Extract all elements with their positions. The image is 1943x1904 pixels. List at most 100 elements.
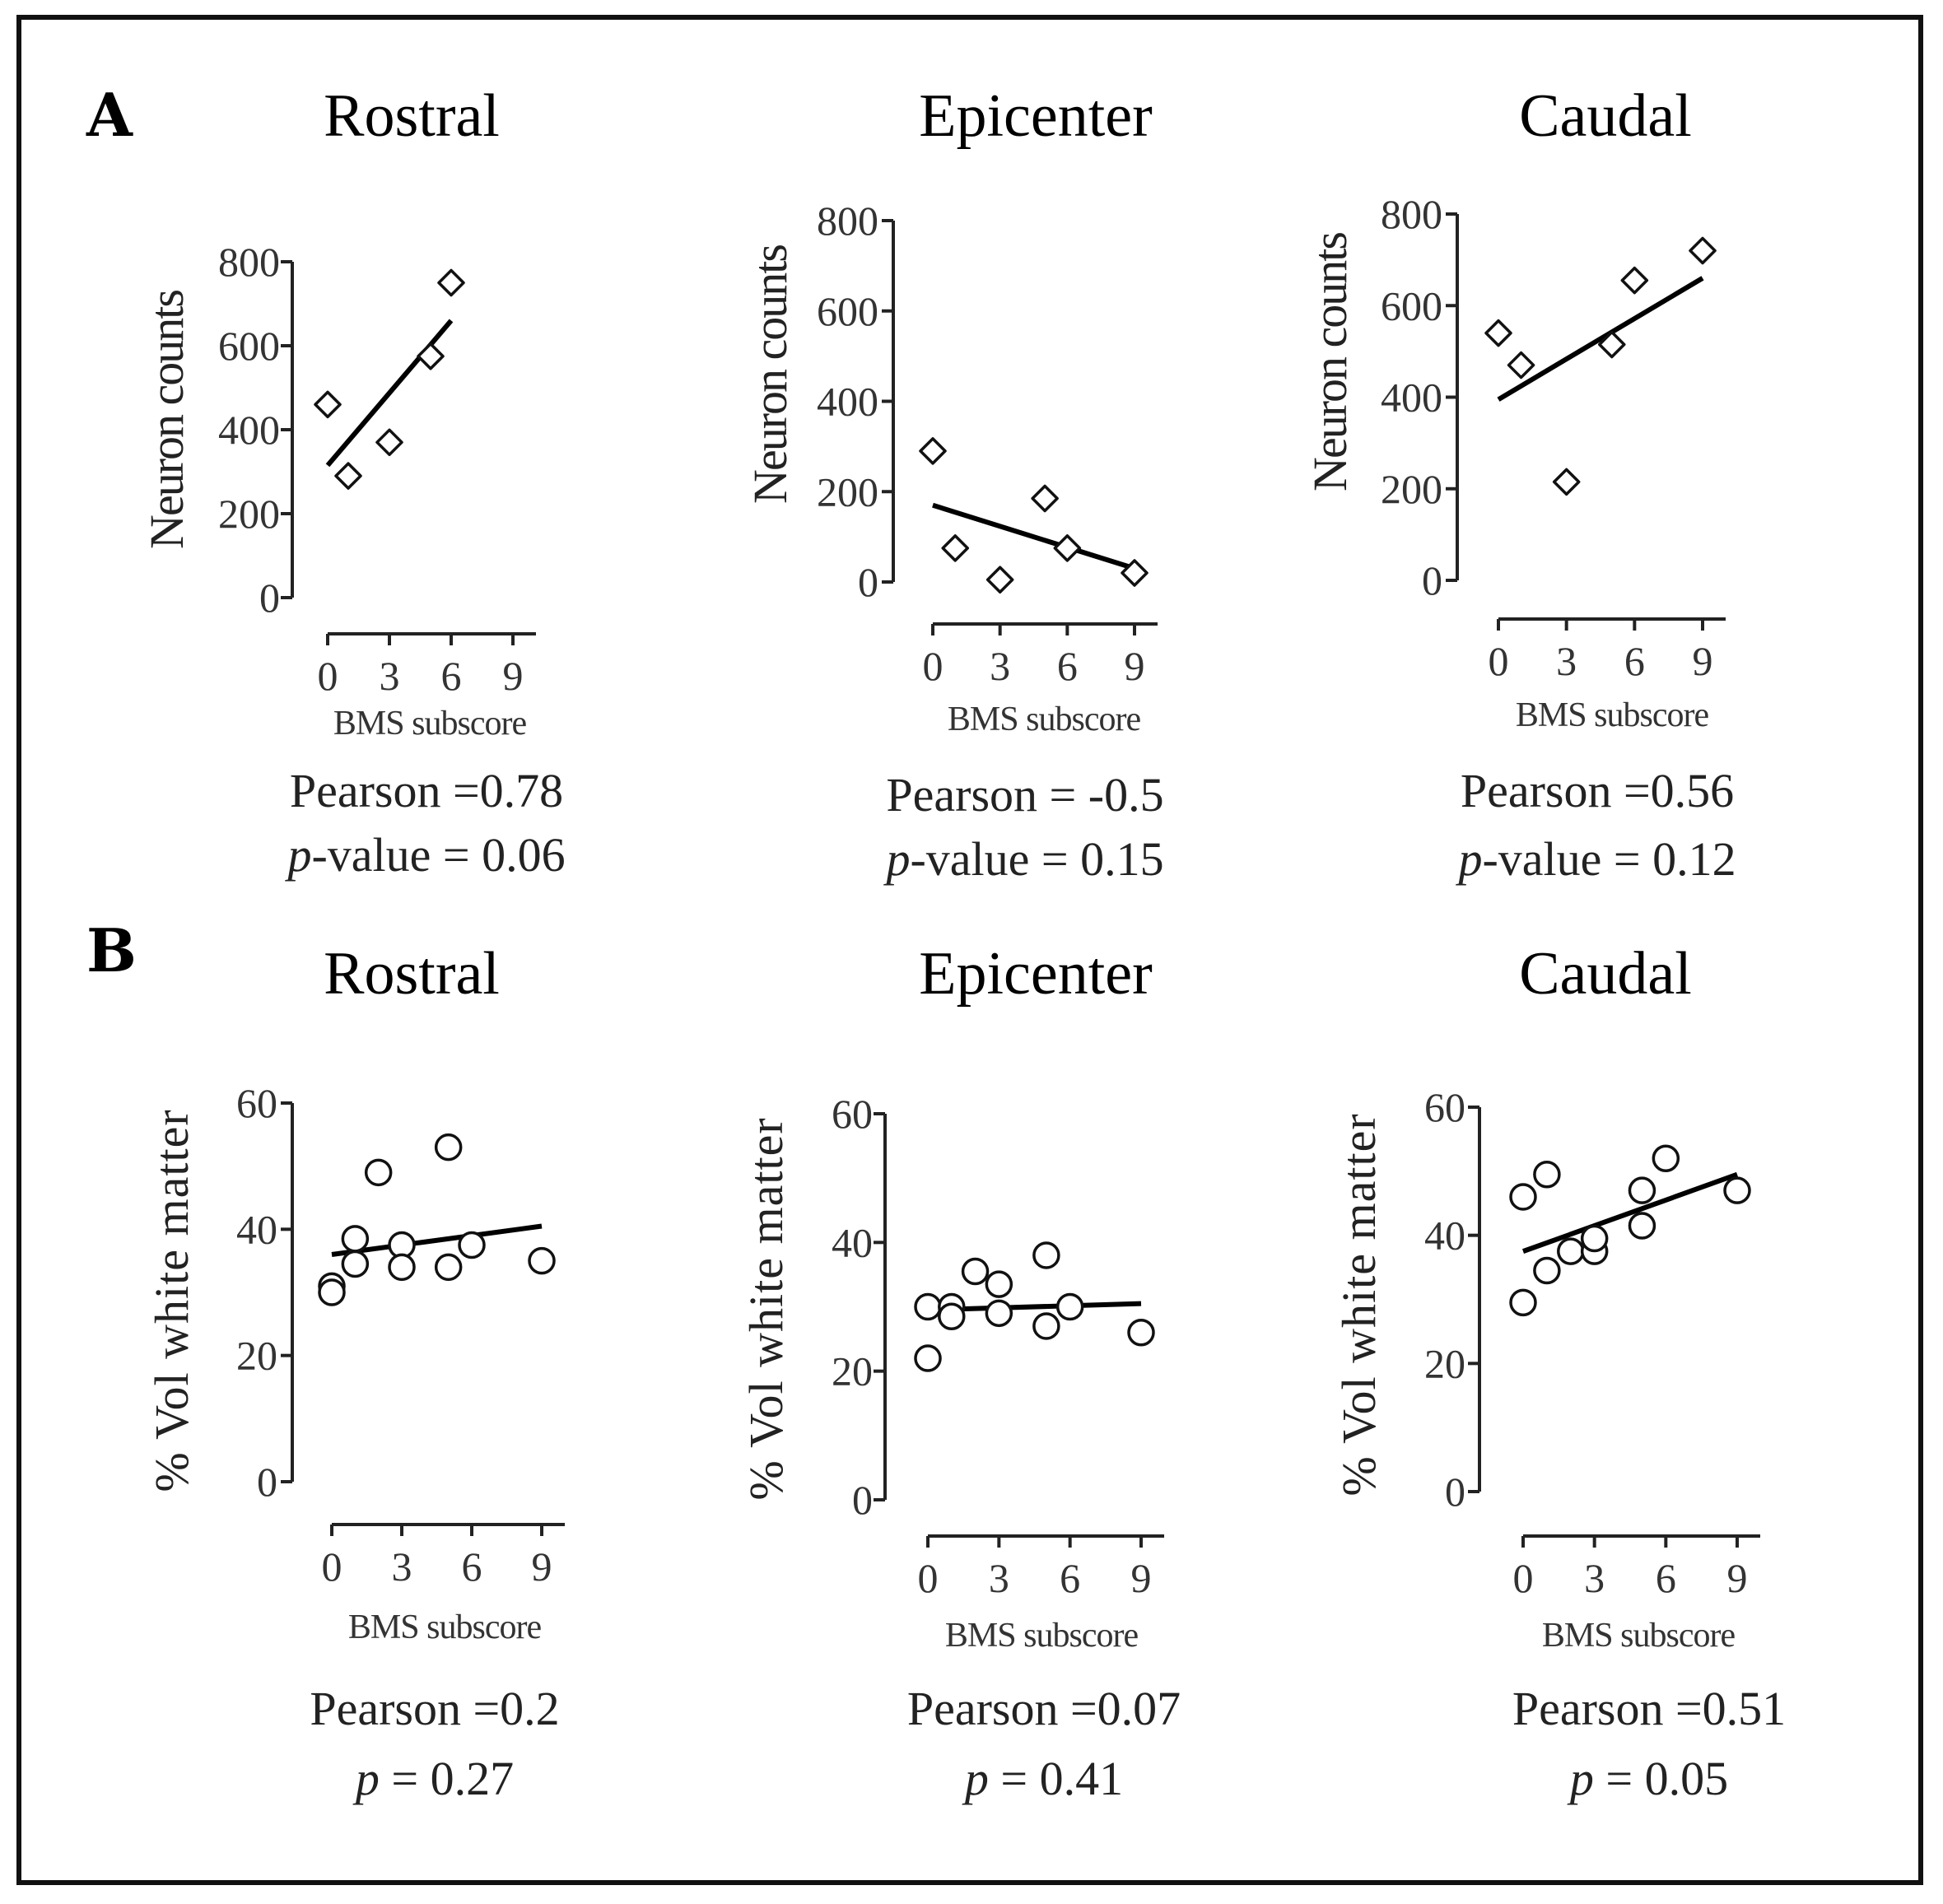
- y-tick-label: 400: [218, 407, 280, 453]
- x-tick-label: 0: [923, 643, 944, 689]
- x-axis-label: BMS subscore: [348, 1608, 542, 1646]
- pearson-stat: Pearson =0.51: [1512, 1682, 1786, 1735]
- data-point: [1552, 468, 1581, 496]
- pearson-stat: Pearson =0.2: [310, 1682, 559, 1735]
- data-point: [1055, 1292, 1084, 1321]
- p-value-stat: p = 0.27: [352, 1752, 514, 1805]
- data-point: [1652, 1144, 1680, 1173]
- y-tick-label: 800: [1381, 191, 1442, 237]
- p-symbol: p: [1455, 832, 1482, 886]
- p-value-stat: p = 0.41: [962, 1752, 1123, 1805]
- y-tick-label: 400: [1381, 375, 1442, 421]
- x-tick-label: 9: [1125, 643, 1145, 689]
- data-point: [1127, 1319, 1155, 1347]
- chart-title: Caudal: [1519, 940, 1692, 1008]
- data-point: [1723, 1176, 1751, 1204]
- y-tick-label: 60: [832, 1091, 873, 1137]
- data-point: [1689, 236, 1717, 265]
- y-tick-label: 600: [817, 288, 878, 334]
- data-point: [364, 1158, 393, 1187]
- chart-title: Rostral: [324, 940, 500, 1008]
- data-point: [1032, 1241, 1060, 1269]
- data-point: [341, 1250, 370, 1278]
- data-point: [985, 1299, 1013, 1328]
- y-tick-label: 200: [817, 468, 878, 514]
- x-tick-label: 0: [318, 653, 338, 699]
- regression-line: [1497, 276, 1704, 402]
- y-tick-label: 600: [1381, 282, 1442, 328]
- regression-line: [1521, 1171, 1739, 1254]
- x-tick-label: 9: [503, 653, 524, 699]
- y-tick-label: 60: [1424, 1084, 1465, 1130]
- x-axis-label: BMS subscore: [333, 705, 527, 743]
- p-value-text: = 0.41: [989, 1752, 1123, 1805]
- data-point: [1053, 534, 1082, 562]
- y-axis-label: % Vol white matter: [145, 1109, 198, 1492]
- data-point: [985, 566, 1014, 594]
- p-symbol: p: [284, 828, 311, 882]
- x-tick-label: 6: [1060, 1555, 1080, 1601]
- data-point: [314, 390, 342, 419]
- data-point: [341, 1225, 370, 1253]
- y-tick-label: 20: [832, 1348, 873, 1394]
- x-tick-label: 0: [1513, 1555, 1534, 1601]
- x-tick-label: 9: [1727, 1555, 1748, 1601]
- data-point: [437, 268, 465, 297]
- x-tick-label: 9: [1693, 638, 1713, 684]
- y-tick-label: 200: [1381, 466, 1442, 512]
- regression-line: [331, 1223, 543, 1257]
- x-tick-label: 3: [1584, 1555, 1605, 1601]
- y-tick-label: 600: [218, 323, 280, 369]
- x-tick-label: 3: [1556, 638, 1577, 684]
- scatter-chart-4: Rostral 0 20 40 60 0 3 6 9 BMS subscore % Vol whit…: [145, 940, 565, 1805]
- x-tick-label: 3: [392, 1543, 412, 1590]
- y-axis-label: Neuron counts: [743, 245, 797, 504]
- figure-frame: [16, 15, 1923, 1885]
- x-tick-label: 6: [1624, 638, 1645, 684]
- x-tick-label: 0: [322, 1543, 342, 1590]
- data-point: [1557, 1237, 1585, 1265]
- y-axis-label: Neuron counts: [1303, 233, 1357, 491]
- panel-label-a: A: [86, 80, 133, 150]
- data-point: [375, 428, 403, 457]
- data-point: [434, 1133, 463, 1161]
- data-point: [388, 1253, 416, 1282]
- data-point: [334, 462, 362, 490]
- y-tick-label: 0: [858, 559, 878, 605]
- p-symbol: p: [962, 1752, 989, 1805]
- data-point: [1628, 1176, 1656, 1204]
- x-tick-label: 0: [1489, 638, 1509, 684]
- y-tick-label: 20: [236, 1333, 277, 1379]
- data-point: [528, 1246, 556, 1275]
- data-point: [318, 1278, 346, 1306]
- data-point: [1580, 1224, 1609, 1253]
- x-tick-label: 6: [1057, 643, 1078, 689]
- data-point: [938, 1302, 966, 1330]
- data-point: [1620, 266, 1649, 295]
- data-point: [1507, 351, 1535, 379]
- y-tick-label: 0: [259, 575, 280, 621]
- p-value-text: -value = 0.06: [311, 828, 565, 882]
- y-tick-label: 0: [852, 1477, 873, 1523]
- data-point: [961, 1257, 990, 1286]
- p-value-stat: p-value = 0.12: [1455, 832, 1736, 886]
- y-tick-label: 0: [257, 1459, 277, 1505]
- data-point: [1533, 1256, 1561, 1285]
- x-tick-label: 9: [1131, 1555, 1152, 1601]
- data-point: [1032, 1312, 1060, 1340]
- data-point: [985, 1270, 1013, 1298]
- y-axis-label: % Vol white matter: [739, 1117, 793, 1500]
- y-tick-label: 0: [1422, 557, 1442, 603]
- x-tick-label: 6: [462, 1543, 482, 1590]
- scatter-chart-6: Caudal 0 20 40 60 0 3 6 9 BMS subscore % Vol white…: [1332, 940, 1786, 1805]
- y-tick-label: 800: [218, 239, 280, 285]
- scatter-chart-3: Caudal 0 200 400 600 800 0 3 6 9 BMS subscore Neuro…: [1303, 82, 1736, 886]
- chart-title: Caudal: [1519, 82, 1692, 150]
- y-tick-label: 60: [236, 1080, 277, 1126]
- y-tick-label: 200: [218, 491, 280, 537]
- x-axis-label: BMS subscore: [948, 701, 1141, 738]
- data-point: [417, 342, 445, 370]
- x-tick-label: 3: [989, 1555, 1009, 1601]
